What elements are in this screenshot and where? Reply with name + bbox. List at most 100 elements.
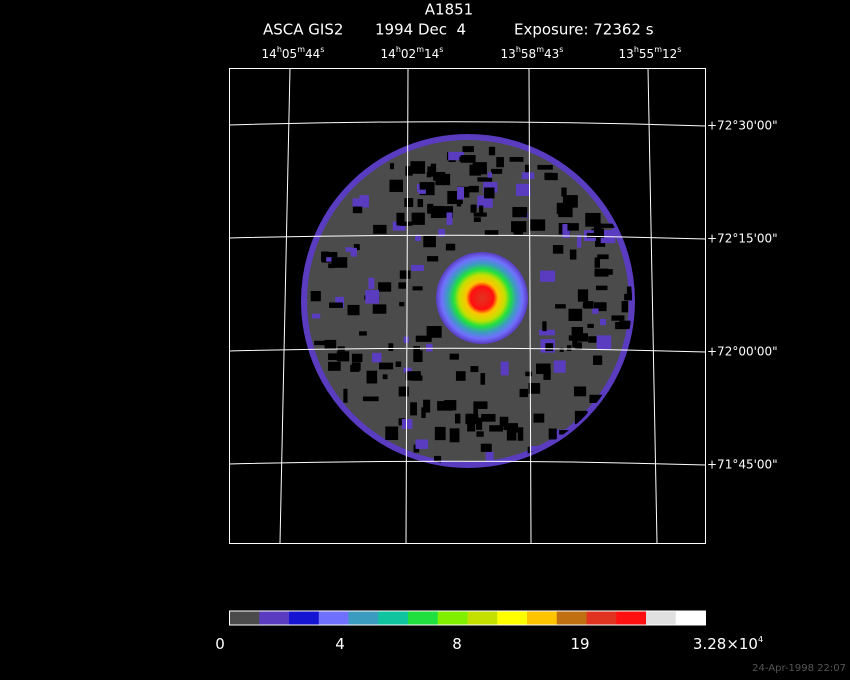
speckle — [336, 351, 350, 362]
speckle — [403, 336, 409, 343]
speckle — [427, 203, 434, 214]
speckle — [587, 323, 594, 328]
speckle — [398, 418, 406, 426]
colorbar-swatch — [497, 611, 528, 625]
colorbar-swatch — [259, 611, 290, 625]
speckle — [496, 157, 504, 168]
speckle — [569, 249, 577, 260]
speckle — [412, 286, 423, 291]
speckle — [503, 424, 508, 431]
speckle — [368, 277, 375, 290]
speckle — [435, 173, 451, 186]
speckle — [469, 164, 482, 176]
speckle — [470, 366, 479, 373]
speckle — [553, 360, 566, 373]
speckle — [519, 388, 528, 398]
speckle — [599, 319, 607, 326]
text-part: 43 — [544, 47, 559, 61]
speckle — [593, 223, 602, 235]
colorbar-swatch — [616, 611, 647, 625]
speckle — [487, 172, 493, 178]
colorbar-swatch — [348, 611, 379, 625]
date: 1994 Dec 4 — [375, 21, 466, 39]
speckle — [362, 396, 379, 402]
superscript: h — [634, 45, 639, 54]
speckle — [537, 164, 553, 170]
speckle — [484, 187, 495, 199]
speckle — [577, 234, 582, 248]
speckle — [438, 228, 445, 237]
colorbar-swatch — [556, 611, 587, 625]
colorbar-swatch — [646, 611, 677, 625]
speckle — [599, 223, 616, 228]
colorbar-label: 4 — [335, 635, 345, 653]
colorbar-swatch — [437, 611, 468, 625]
speckle — [586, 232, 601, 238]
speckle — [489, 425, 503, 432]
speckle — [352, 205, 363, 214]
speckle — [454, 413, 461, 424]
ra-label: 13h58m43s — [501, 45, 564, 61]
speckle — [593, 302, 607, 312]
speckle — [560, 203, 566, 215]
speckle — [347, 304, 360, 316]
speckle — [480, 373, 486, 385]
speckle — [449, 428, 460, 443]
speckle — [544, 172, 553, 179]
colorbar-swatch — [229, 611, 260, 625]
instrument: ASCA GIS2 — [263, 21, 343, 39]
speckle — [410, 402, 417, 416]
text-part: 14 — [262, 47, 277, 61]
colorbar: 0 4 8 19 3.28×104 — [215, 610, 763, 653]
speckle — [626, 286, 632, 300]
speckle — [529, 219, 546, 231]
speckle — [398, 386, 409, 397]
speckle — [410, 161, 426, 174]
text-part: 05 — [282, 47, 297, 61]
speckle — [500, 361, 509, 376]
speckle — [398, 282, 406, 289]
dec-label: +72°00'00" — [707, 345, 778, 359]
speckle — [445, 243, 456, 251]
speckle — [365, 290, 380, 304]
speckle — [479, 205, 484, 216]
speckle — [524, 164, 530, 173]
ra-label: 14h05m44s — [262, 45, 325, 61]
speckle — [483, 181, 498, 193]
speckle — [351, 353, 363, 363]
speckle — [588, 336, 600, 343]
speckle — [382, 374, 388, 380]
superscript: 4 — [758, 635, 763, 644]
speckle — [540, 270, 556, 282]
speckle — [411, 212, 425, 225]
dec-label: +71°45'00" — [707, 458, 778, 472]
colorbar-swatch — [408, 611, 439, 625]
speckle — [434, 426, 446, 441]
speckle — [509, 156, 524, 162]
speckle — [457, 187, 465, 200]
speckle — [577, 289, 589, 302]
text-part: 12 — [662, 47, 677, 61]
speckle — [372, 304, 387, 314]
speckle — [572, 337, 578, 348]
speckle — [444, 400, 457, 411]
superscript: m — [416, 45, 424, 54]
superscript: m — [536, 45, 544, 54]
speckle — [484, 230, 499, 236]
speckle — [594, 268, 609, 277]
speckle — [615, 322, 631, 330]
speckle — [548, 428, 557, 440]
speckle — [418, 189, 426, 194]
speckle — [481, 413, 496, 422]
text-part: 13 — [619, 47, 634, 61]
speckle — [516, 183, 531, 196]
speckle — [331, 257, 348, 268]
speckle — [506, 426, 517, 441]
speckle — [343, 388, 348, 403]
speckle — [536, 363, 551, 374]
speckle — [415, 234, 421, 242]
speckle — [403, 367, 412, 374]
speckle — [310, 291, 321, 302]
speckle — [437, 206, 454, 218]
speckle — [328, 263, 335, 269]
